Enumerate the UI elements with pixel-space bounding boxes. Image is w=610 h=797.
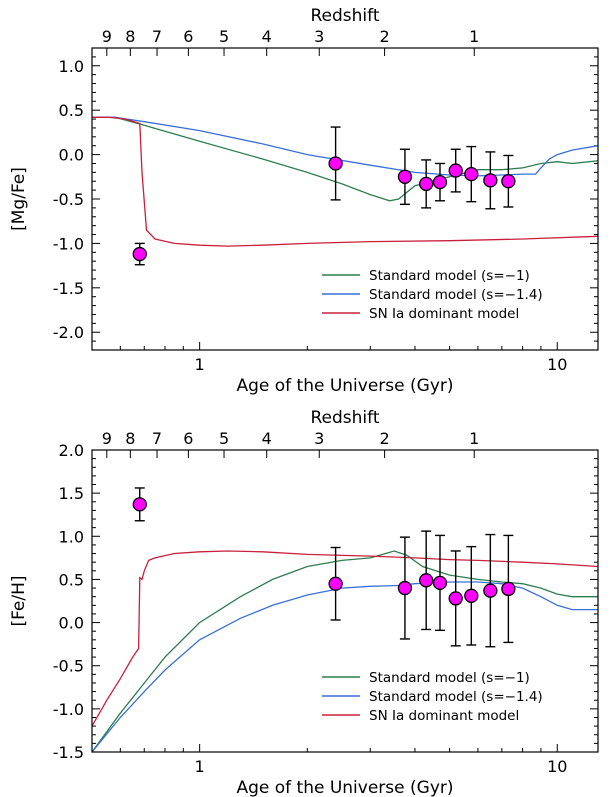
legend-label: Standard model (s=−1.4) (369, 689, 543, 705)
y-tick-label: 1.0 (59, 527, 84, 546)
y-tick-label: 0.5 (59, 101, 84, 120)
redshift-tick-label: 5 (219, 27, 229, 46)
data-point (328, 156, 343, 171)
data-point (483, 583, 498, 598)
data-point (132, 246, 147, 262)
redshift-tick-label: 1 (469, 429, 479, 448)
redshift-tick-label: 8 (125, 429, 135, 448)
legend-label: Standard model (s=−1) (369, 670, 530, 686)
redshift-tick-label: 7 (152, 429, 162, 448)
x-axis-title: Age of the Universe (Gyr) (236, 778, 453, 797)
legend: Standard model (s=−1) Standard model (s=−… (322, 670, 543, 724)
y-axis-title: [Mg/Fe] (9, 167, 29, 231)
legend-label: Standard model (s=−1) (369, 268, 530, 284)
y-tick-label: 0.0 (59, 614, 84, 633)
plot-frame (91, 449, 599, 753)
y-tick-label: 2.0 (59, 441, 84, 460)
data-point (419, 176, 434, 192)
series-line-1 (92, 581, 598, 752)
redshift-tick-label: 9 (102, 429, 112, 448)
data-point (397, 169, 413, 184)
y-tick-label: -0.5 (53, 657, 84, 676)
series-line-0 (92, 116, 598, 202)
series-line-0 (92, 550, 598, 752)
data-point (448, 591, 463, 606)
x-tick-label: 10 (547, 757, 567, 776)
plot-frame (91, 47, 599, 351)
y-tick-label: -0.5 (53, 190, 84, 209)
x-tick-label: 1 (195, 355, 205, 374)
redshift-tick-label: 2 (380, 27, 390, 46)
x-axis-title: Age of the Universe (Gyr) (236, 376, 453, 396)
y-tick-label: -1.5 (53, 279, 84, 298)
data-point (397, 580, 413, 596)
data-point (432, 575, 448, 591)
series-line-2 (92, 550, 598, 727)
redshift-tick-label: 7 (152, 27, 162, 46)
y-tick-label: -1.0 (53, 700, 84, 719)
mg-fe-panel: 1.0 0.5 0.0 -0.5 -1.0 -1.5 -2.0 1 10 9 8 7 6 5 4 3 2 1 Red… (9, 6, 599, 396)
legend: Standard model (s=−1) Standard model (s=−… (322, 268, 543, 322)
fe-h-panel: 2.0 1.5 1.0 0.5 0.0 -0.5 -1.0 -1.5 1 10 9 8 7 6 5 4 3 2 1 R… (9, 408, 599, 797)
x-tick-label: 10 (547, 355, 567, 374)
data-point (419, 573, 434, 588)
redshift-axis-title: Redshift (310, 6, 379, 26)
y-tick-label: 0.0 (59, 146, 84, 165)
data-point (132, 497, 147, 512)
y-tick-label: 0.5 (59, 570, 84, 589)
y-tick-label: -1.5 (53, 743, 84, 762)
series-line-2 (92, 116, 598, 247)
data-point (448, 163, 463, 178)
redshift-tick-label: 4 (262, 27, 272, 46)
data-point (464, 588, 479, 603)
redshift-tick-label: 2 (380, 429, 390, 448)
redshift-tick-label: 4 (262, 429, 272, 448)
plot-area (92, 487, 598, 752)
legend-label: SN Ia dominant model (369, 306, 519, 322)
redshift-tick-label: 5 (219, 429, 229, 448)
legend-label: Standard model (s=−1.4) (369, 287, 543, 303)
data-point (501, 581, 516, 597)
redshift-axis-title: Redshift (310, 408, 379, 428)
redshift-tick-label: 8 (125, 27, 135, 46)
data-point (328, 576, 343, 591)
redshift-tick-label: 6 (183, 429, 193, 448)
plot-area (92, 116, 598, 266)
y-tick-label: -1.0 (53, 234, 84, 253)
redshift-tick-label: 6 (183, 27, 193, 46)
y-axis-title: [Fe/H] (9, 575, 29, 626)
redshift-tick-label: 9 (102, 27, 112, 46)
x-tick-label: 1 (195, 757, 205, 776)
data-point (432, 174, 448, 190)
redshift-tick-label: 3 (314, 27, 324, 46)
y-tick-label: 1.5 (59, 484, 84, 503)
y-tick-label: -2.0 (53, 323, 84, 342)
series-line-1 (92, 116, 598, 177)
data-point (464, 166, 479, 182)
legend-label: SN Ia dominant model (369, 708, 519, 724)
redshift-tick-label: 3 (314, 429, 324, 448)
data-point (483, 173, 498, 188)
redshift-tick-label: 1 (469, 27, 479, 46)
data-point (501, 174, 516, 189)
y-tick-label: 1.0 (59, 57, 84, 76)
